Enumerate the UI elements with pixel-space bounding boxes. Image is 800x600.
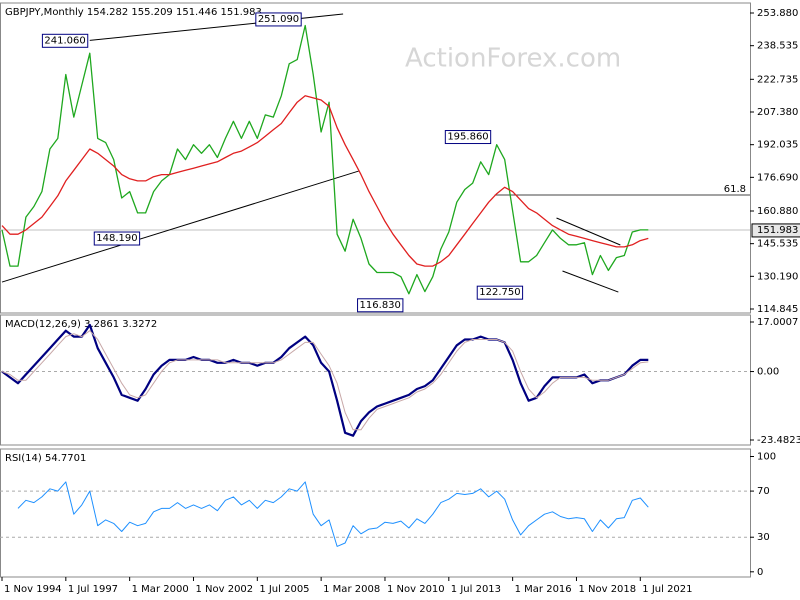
panel-frame bbox=[0, 448, 751, 578]
annotation-box bbox=[255, 12, 302, 27]
y-tick-label: -23.4823 bbox=[757, 435, 800, 446]
x-tick-label: 1 Mar 2016 bbox=[515, 584, 572, 595]
panel-title: MACD(12,26,9) 3.2861 3.3272 bbox=[5, 319, 157, 330]
annotation-label: 116.830 bbox=[360, 300, 401, 311]
x-tick-label: 1 Jul 2013 bbox=[451, 584, 501, 595]
x-tick-label: 1 Mar 2008 bbox=[323, 584, 380, 595]
annotation-label: 148.190 bbox=[96, 233, 137, 244]
y-tick-label: 100 bbox=[757, 451, 776, 462]
series-line bbox=[1, 330, 649, 431]
fib-label: 61.8 bbox=[724, 184, 746, 195]
x-tick-label: 1 Jul 1997 bbox=[68, 584, 118, 595]
y-tick-label: 17.0007 bbox=[757, 317, 798, 328]
watermark: ActionForex.com bbox=[405, 44, 621, 74]
panel-frame bbox=[0, 2, 751, 314]
x-tick-label: 1 Nov 1994 bbox=[4, 584, 62, 595]
y-tick-label: 30 bbox=[757, 532, 770, 543]
series-line bbox=[1, 95, 649, 267]
y-tick-label: 145.535 bbox=[757, 239, 798, 250]
y-tick-label: 0 bbox=[757, 567, 763, 578]
series-line bbox=[1, 24, 649, 295]
x-tick-label: 1 Jul 2021 bbox=[642, 584, 692, 595]
annotation-box bbox=[444, 130, 492, 145]
annotation-label: 195.860 bbox=[447, 132, 488, 143]
annotation-label: 251.090 bbox=[258, 14, 299, 25]
x-tick-label: 1 Nov 2002 bbox=[195, 584, 253, 595]
trendline bbox=[1, 170, 360, 283]
last-price-box bbox=[751, 223, 800, 238]
y-tick-label: 176.690 bbox=[757, 172, 798, 183]
y-tick-label: 0.00 bbox=[757, 367, 779, 378]
annotation-label: 241.060 bbox=[44, 35, 85, 46]
trendline bbox=[556, 217, 621, 246]
y-tick-label: 207.380 bbox=[757, 107, 798, 118]
y-tick-label: 160.880 bbox=[757, 206, 798, 217]
annotation-box bbox=[93, 231, 141, 246]
x-tick-label: 1 Nov 2010 bbox=[387, 584, 445, 595]
y-tick-label: 253.880 bbox=[757, 8, 798, 19]
annotation-box bbox=[357, 298, 404, 313]
y-tick-label: 238.535 bbox=[757, 41, 798, 52]
y-tick-label: 114.845 bbox=[757, 304, 798, 315]
x-tick-label: 1 Mar 2000 bbox=[132, 584, 189, 595]
panel-frame bbox=[0, 314, 751, 446]
y-tick-label: 192.035 bbox=[757, 140, 798, 151]
panel-title: GBPJPY,Monthly 154.282 155.209 151.446 1… bbox=[5, 7, 262, 18]
series-line bbox=[17, 481, 649, 547]
y-tick-label: 130.190 bbox=[757, 271, 798, 282]
annotation-box bbox=[41, 33, 89, 48]
trendline bbox=[562, 270, 619, 293]
annotation-label: 122.750 bbox=[479, 287, 520, 298]
y-tick-label: 70 bbox=[757, 486, 770, 497]
annotation-box bbox=[476, 285, 524, 300]
x-tick-label: 1 Jul 2005 bbox=[259, 584, 309, 595]
panel-title: RSI(14) 54.7701 bbox=[5, 453, 86, 464]
series-line bbox=[1, 323, 649, 437]
last-price-label: 151.983 bbox=[757, 225, 798, 236]
x-tick-label: 1 Nov 2018 bbox=[578, 584, 636, 595]
y-tick-label: 222.735 bbox=[757, 74, 798, 85]
